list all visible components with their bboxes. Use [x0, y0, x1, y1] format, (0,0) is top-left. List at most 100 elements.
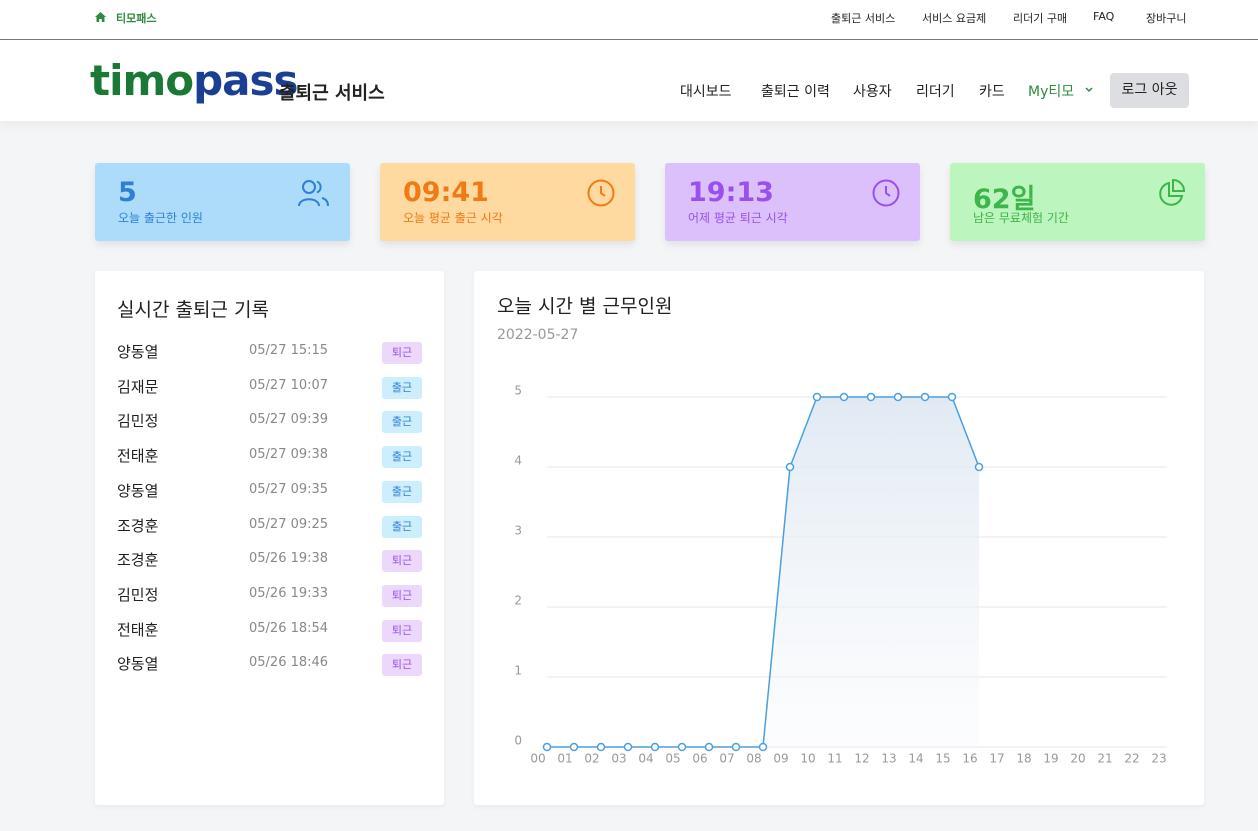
- point: [785, 462, 795, 472]
- x-tick-label: 18: [1016, 752, 1031, 766]
- record-name: 양동열: [117, 343, 159, 361]
- chart-title: 오늘 시간 별 근무인원: [497, 296, 672, 318]
- x-tick-label: 04: [638, 752, 653, 766]
- record-time: 05/27 09:38: [249, 447, 329, 463]
- status-badge: 출근: [382, 411, 422, 434]
- x-tick-label: 05: [665, 752, 680, 766]
- logo-part: timo: [90, 56, 194, 105]
- logo-part: pass: [193, 56, 298, 105]
- x-tick-label: 16: [962, 752, 977, 766]
- stat-value: 5: [118, 177, 137, 208]
- point: [920, 392, 930, 402]
- stat-card: 62일 남은 무료체험 기간: [950, 163, 1205, 241]
- nav-link[interactable]: 출퇴근 이력: [761, 84, 830, 100]
- x-tick-label: 00: [530, 752, 545, 766]
- x-tick-label: 01: [557, 752, 572, 766]
- status-badge: 퇴근: [382, 550, 422, 573]
- y-tick-label: 5: [514, 384, 522, 398]
- x-tick-label: 02: [584, 752, 599, 766]
- y-tick-label: 3: [514, 524, 522, 538]
- stat-label: 오늘 평균 출근 시각: [403, 211, 503, 225]
- point: [866, 392, 876, 402]
- chevron: [1085, 87, 1093, 93]
- point: [974, 462, 984, 472]
- status-badge: 퇴근: [382, 342, 422, 364]
- record-time: 05/27 09:35: [249, 481, 329, 497]
- status-badge: 출근: [382, 446, 422, 469]
- point: [650, 742, 660, 752]
- point: [812, 392, 822, 402]
- top-link[interactable]: 리더기 구매: [1013, 12, 1068, 25]
- stat-card: 09:41 오늘 평균 출근 시각: [380, 163, 635, 241]
- pie-icon: [1159, 179, 1185, 206]
- top-link[interactable]: 서비스 요금제: [922, 12, 987, 25]
- x-tick-label: 11: [827, 752, 842, 766]
- record-time: 05/26 19:38: [249, 551, 329, 567]
- y-tick-label: 1: [514, 664, 522, 678]
- record-name: 조경훈: [117, 516, 159, 535]
- top-link[interactable]: 장바구니: [1146, 12, 1187, 25]
- point: [542, 742, 552, 752]
- x-tick-label: 21: [1097, 752, 1112, 766]
- header: timopass 출퇴근 서비스 대시보드 출퇴근 이력 사용자 리더기 카드 …: [0, 40, 1258, 121]
- top-bar: 티모패스 출퇴근 서비스 서비스 요금제 리더기 구매 FAQ 장바구니: [0, 0, 1258, 40]
- point: [677, 742, 687, 752]
- top-link[interactable]: FAQ: [1093, 10, 1115, 23]
- record-name: 양동열: [117, 481, 159, 500]
- nav-link[interactable]: 사용자: [853, 84, 892, 100]
- point: [569, 742, 579, 752]
- top-link[interactable]: 출퇴근 서비스: [831, 12, 896, 25]
- logo[interactable]: timopass: [90, 56, 299, 105]
- nav-link[interactable]: 카드: [979, 84, 1005, 100]
- record-name: 전태훈: [117, 447, 159, 466]
- x-tick-label: 03: [611, 752, 626, 766]
- status-badge: 퇴근: [382, 619, 422, 642]
- x-tick-label: 14: [908, 752, 923, 766]
- x-tick-label: 15: [935, 752, 950, 766]
- nav-link[interactable]: 대시보드: [680, 84, 732, 100]
- x-tick-label: 17: [989, 752, 1004, 766]
- record-time: 05/26 18:46: [249, 655, 329, 671]
- record-time: 05/27 09:39: [249, 412, 329, 428]
- record-name: 전태훈: [117, 620, 159, 639]
- users-icon: [298, 180, 329, 207]
- nav-dropdown[interactable]: My티모: [1028, 84, 1075, 100]
- status-badge: 퇴근: [382, 654, 422, 677]
- x-tick-label: 06: [692, 752, 707, 766]
- status-badge: 출근: [382, 376, 422, 399]
- x-tick-label: 13: [881, 752, 896, 766]
- point: [623, 742, 633, 752]
- panel-title: 실시간 출퇴근 기록: [117, 299, 269, 321]
- point: [758, 742, 768, 752]
- record-name: 양동열: [117, 655, 159, 674]
- y-tick-label: 0: [514, 734, 522, 748]
- record-time: 05/26 18:54: [249, 620, 329, 636]
- record-time: 05/27 15:15: [249, 343, 329, 358]
- status-badge: 퇴근: [382, 584, 422, 607]
- stat-value: 19:13: [688, 177, 774, 208]
- record-name: 김민정: [117, 585, 159, 604]
- point: [947, 392, 957, 402]
- x-tick-label: 20: [1070, 752, 1085, 766]
- chart-subtitle: 2022-05-27: [497, 327, 578, 343]
- stat-card: 19:13 어제 평균 퇴근 시각: [665, 163, 920, 241]
- x-tick-label: 22: [1124, 752, 1139, 766]
- brand-link[interactable]: 티모패스: [116, 12, 157, 25]
- nav-link[interactable]: 리더기: [916, 84, 955, 100]
- home-icon: [95, 12, 106, 22]
- x-tick-label: 12: [854, 752, 869, 766]
- record-time: 05/27 09:25: [249, 516, 329, 532]
- point: [596, 742, 606, 752]
- record-time: 05/26 19:33: [249, 585, 329, 601]
- record-name: 김재문: [117, 377, 159, 396]
- x-tick-label: 23: [1151, 752, 1166, 766]
- stat-value: 62일: [973, 184, 1036, 215]
- status-badge: 출근: [382, 480, 422, 503]
- records-panel: 실시간 출퇴근 기록 양동열 05/27 15:15 퇴근 김재문 05/27 10:0…: [95, 271, 444, 805]
- y-tick-label: 4: [514, 454, 522, 468]
- record-name: 조경훈: [117, 551, 159, 570]
- stat-label: 오늘 출근한 인원: [118, 211, 203, 225]
- logout-button[interactable]: 로그 아웃: [1110, 73, 1189, 108]
